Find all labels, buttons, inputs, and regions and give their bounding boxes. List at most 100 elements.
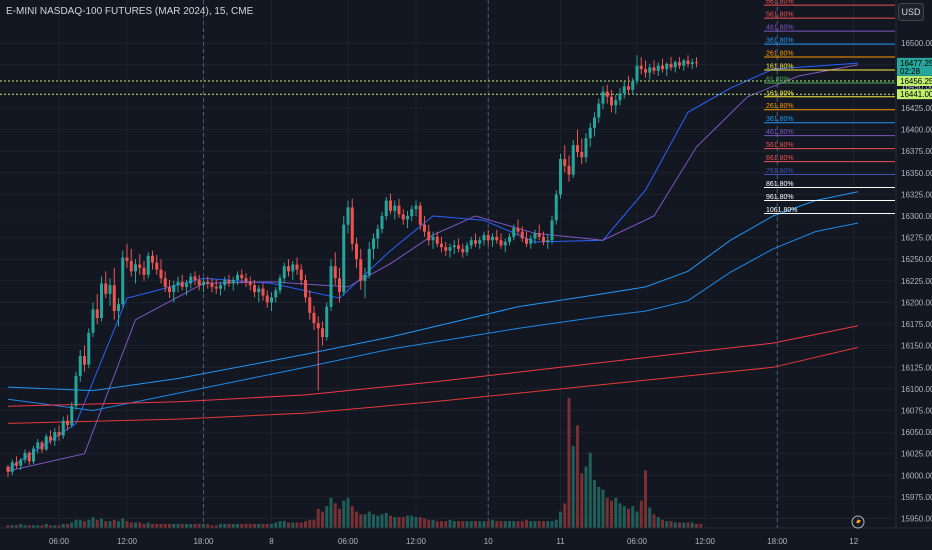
candle-body [673,62,677,68]
volume-bar [61,523,65,528]
volume-bar [236,523,239,528]
volume-bar [219,523,222,528]
candle-body [610,96,613,106]
volume-bar [112,519,116,528]
candle-body [563,159,567,166]
time-axis-label: 11 [556,537,565,546]
volume-bar [631,506,635,528]
volume-bar [168,523,171,528]
candle-body [163,278,167,287]
volume-bar [210,525,214,528]
candle-body [83,356,86,365]
price-tag [897,89,932,100]
candle-body [359,259,363,281]
candle-body [253,285,256,293]
price-tag-value: 16441.00 [900,90,932,99]
volume-bar [95,519,99,528]
volume-bar [695,523,698,528]
time-axis-label: 06:00 [338,537,359,546]
fib-level-label: 661.80% [766,0,794,6]
time-axis-label: 12:00 [117,537,138,546]
volume-bar [593,480,596,528]
volume-bar [406,515,409,528]
volume-bar [231,523,235,528]
volume-bar [491,519,494,528]
volume-bar [372,514,375,528]
candle-body [427,231,431,241]
volume-bar [282,521,286,528]
candle-body [172,285,176,293]
fib-level-label: 361.80% [766,38,794,45]
time-axis-label: 8 [269,537,274,546]
candle-body [299,269,303,280]
volume-bar [104,521,108,528]
volume-bar [138,522,142,528]
candle-body [287,266,290,272]
volume-bar [265,523,269,528]
price-tag-value: 16477.25 [900,59,932,68]
price-axis-label: 16400.00 [901,126,932,135]
volume-bar [567,398,571,528]
candle-body [546,240,550,242]
volume-bar [32,525,35,528]
volume-bar [19,523,23,528]
volume-bar [142,523,146,528]
volume-bar [248,523,252,528]
moving-average-line [7,325,859,407]
candle-body [376,229,380,239]
candle-body [278,278,282,291]
price-axis-label: 16450.00 [901,82,932,91]
candle-body [214,286,218,289]
volume-bar [699,523,703,528]
candle-body [618,93,622,101]
candle-body [108,285,112,294]
volume-bar [542,521,545,528]
candle-body [257,288,261,293]
candle-body [652,67,656,71]
volume-bar [151,523,154,528]
volume-bar [274,522,278,528]
volume-bar [202,523,205,528]
volume-bar [287,522,290,528]
volume-bar [605,497,609,528]
candle-body [567,165,571,175]
currency-button[interactable]: USD [898,3,924,21]
time-axis-label: 18:00 [193,537,214,546]
volume-bar [444,521,448,528]
candle-body [19,459,23,466]
candle-body [197,279,201,286]
volume-bar [6,525,10,528]
fib-level-label: 161.80% [766,63,794,70]
volume-bar [478,521,482,528]
volume-bar [316,508,320,528]
chart-title: E-MINI NASDAQ-100 FUTURES (MAR 2024), 15… [6,6,254,17]
candle-body [423,224,426,232]
volume-bar [261,523,265,528]
time-axis-label: 12 [849,537,858,546]
candle-body [316,323,320,329]
candle-body [189,276,193,284]
candle-body [478,240,482,244]
volume-bar [614,497,618,528]
candle-body [206,281,210,284]
fib-level-label: 261.80% [766,103,794,110]
volume-bar [601,489,605,528]
candle-body [499,240,503,246]
volume-bar [435,521,439,528]
volume-bar [240,523,244,528]
candle-body [219,285,222,289]
candle-body [550,220,554,241]
candle-body [414,205,418,210]
candle-body [635,65,639,82]
fib-level-label: 461.80% [766,25,794,32]
volume-bar [512,521,516,528]
candle-body [53,432,57,441]
candle-body [151,255,154,263]
volume-bar [227,523,231,528]
volume-bar [393,517,397,528]
volume-bar [690,522,694,528]
alert-icon[interactable] [851,515,865,529]
price-axis-label: 16275.00 [901,234,932,243]
